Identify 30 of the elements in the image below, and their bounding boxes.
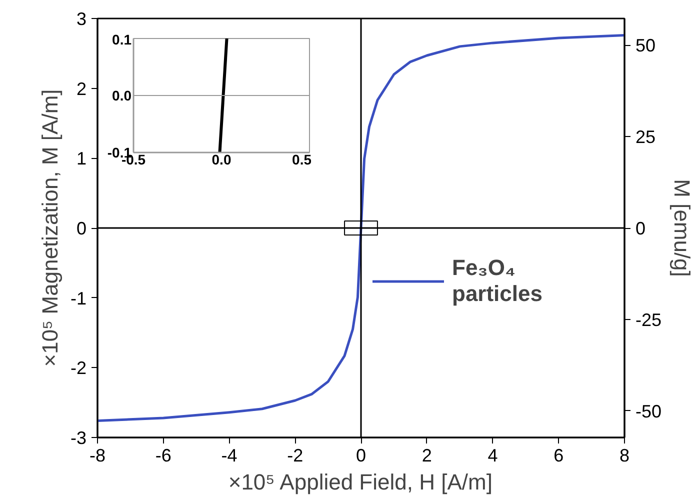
y-tick-label: -1 <box>70 288 87 308</box>
y-tick-label: -3 <box>70 428 87 448</box>
line-series <box>98 34 624 422</box>
y-tick-label: 0.1 <box>112 32 132 48</box>
x-tick-label: 4 <box>488 446 498 466</box>
x-tick-label: 2 <box>422 446 432 466</box>
x-tick-label: -8 <box>90 446 106 466</box>
x-tick-label: 0.0 <box>212 152 232 168</box>
x-tick-label: 0.5 <box>292 152 312 168</box>
y2-tick-label: -50 <box>636 401 662 422</box>
y-tick-label: 3 <box>76 9 87 29</box>
y-tick-label: -2 <box>70 358 87 378</box>
x-tick-label: -6 <box>155 446 172 466</box>
legend-label: Fe₃O₄ particles <box>452 255 542 307</box>
x-tick-label: 6 <box>554 446 564 466</box>
y-axis-title: ×10⁵ Magnetization, M [A/m] <box>37 89 62 367</box>
y2-tick-label: 0 <box>636 218 646 238</box>
y-tick-label: 0 <box>76 218 87 238</box>
x-tick-label: -2 <box>287 446 304 466</box>
x-tick-label: -4 <box>221 446 238 466</box>
x-axis-title: ×10⁵ Applied Field, H [A/m] <box>228 470 492 494</box>
y-tick-label: 0.0 <box>112 88 132 104</box>
y2-tick-label: 50 <box>636 36 656 56</box>
y2-axis-title: M [emu/g] <box>670 179 695 277</box>
x-tick-label: 8 <box>619 446 630 466</box>
y-tick-label: 2 <box>76 78 87 99</box>
y-tick-label: 1 <box>76 148 87 169</box>
y2-tick-label: -25 <box>636 310 662 330</box>
x-tick-label: 0 <box>356 446 366 466</box>
y2-tick-label: 25 <box>636 127 656 148</box>
